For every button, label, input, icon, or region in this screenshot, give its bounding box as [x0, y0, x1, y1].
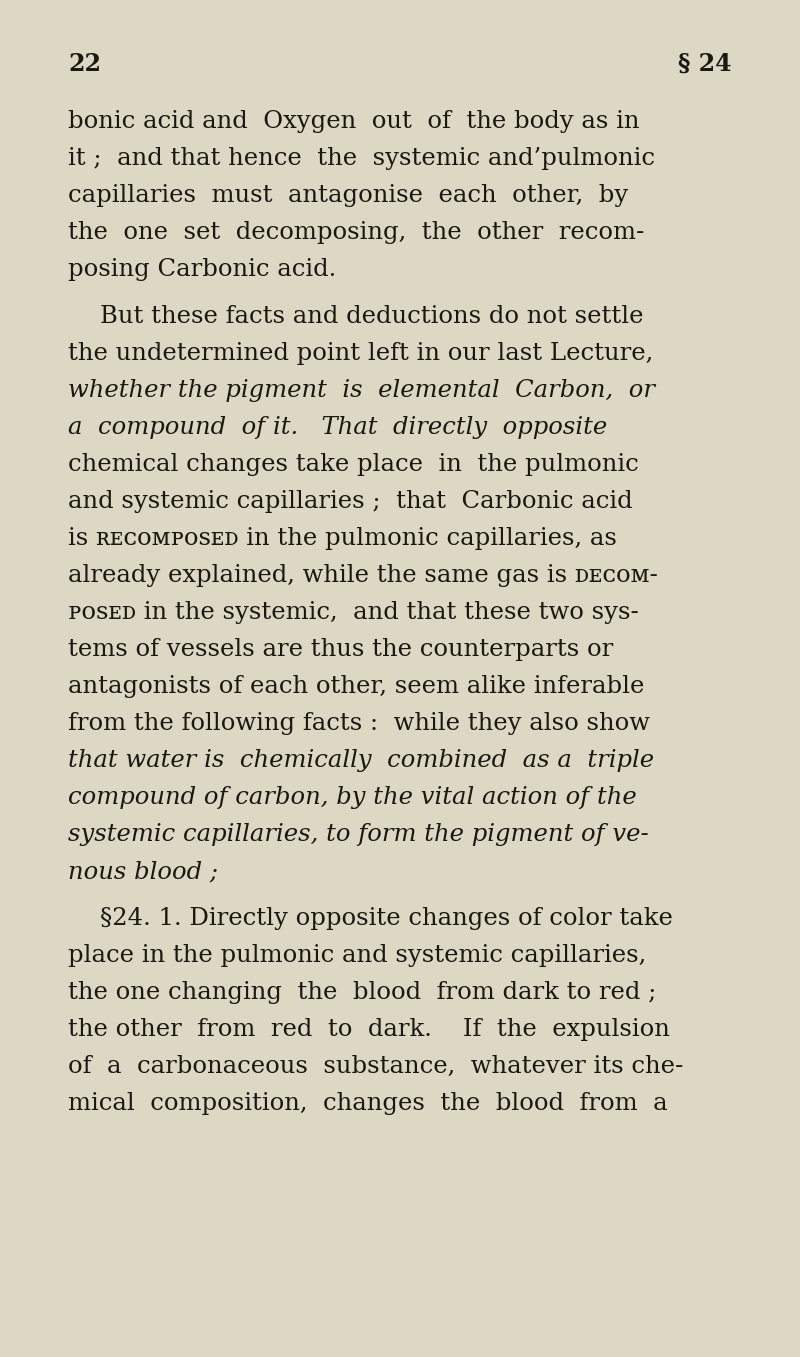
Text: 22: 22 — [68, 52, 101, 76]
Text: already explained, while the same gas is ᴅᴇᴄᴏᴍ-: already explained, while the same gas is… — [68, 565, 658, 588]
Text: the other  from  red  to  dark.    If  the  expulsion: the other from red to dark. If the expul… — [68, 1018, 670, 1041]
Text: mical  composition,  changes  the  blood  from  a: mical composition, changes the blood fro… — [68, 1092, 668, 1115]
Text: whether the pigment  is  elemental  Carbon,  or: whether the pigment is elemental Carbon,… — [68, 379, 655, 402]
Text: the  one  set  decomposing,  the  other  recom-: the one set decomposing, the other recom… — [68, 221, 644, 244]
Text: §24. 1. Directly opposite changes of color take: §24. 1. Directly opposite changes of col… — [100, 906, 673, 930]
Text: ᴘᴏѕᴇᴅ in the systemic,  and that these two sys-: ᴘᴏѕᴇᴅ in the systemic, and that these tw… — [68, 601, 639, 624]
Text: from the following facts :  while they also show: from the following facts : while they al… — [68, 712, 650, 735]
Text: place in the pulmonic and systemic capillaries,: place in the pulmonic and systemic capil… — [68, 944, 646, 968]
Text: bonic acid and  Oxygen  out  of  the body as in: bonic acid and Oxygen out of the body as… — [68, 110, 639, 133]
Text: tems of vessels are thus the counterparts or: tems of vessels are thus the counterpart… — [68, 638, 614, 661]
Text: posing Carbonic acid.: posing Carbonic acid. — [68, 258, 336, 281]
Text: capillaries  must  antagonise  each  other,  by: capillaries must antagonise each other, … — [68, 185, 628, 208]
Text: antagonists of each other, seem alike inferable: antagonists of each other, seem alike in… — [68, 674, 644, 697]
Text: chemical changes take place  in  the pulmonic: chemical changes take place in the pulmo… — [68, 453, 638, 476]
Text: of  a  carbonaceous  substance,  whatever its che-: of a carbonaceous substance, whatever it… — [68, 1054, 683, 1077]
Text: § 24: § 24 — [678, 52, 732, 76]
Text: and systemic capillaries ;  that  Carbonic acid: and systemic capillaries ; that Carbonic… — [68, 490, 633, 513]
Text: the one changing  the  blood  from dark to red ;: the one changing the blood from dark to … — [68, 981, 656, 1004]
Text: But these facts and deductions do not settle: But these facts and deductions do not se… — [100, 305, 643, 328]
Text: is ʀᴇᴄᴏᴍᴘᴏѕᴇᴅ in the pulmonic capillaries, as: is ʀᴇᴄᴏᴍᴘᴏѕᴇᴅ in the pulmonic capillarie… — [68, 527, 617, 550]
Text: it ;  and that hence  the  systemic and’pulmonic: it ; and that hence the systemic and’pul… — [68, 147, 655, 170]
Text: compound of carbon, by the vital action of the: compound of carbon, by the vital action … — [68, 786, 637, 809]
Text: nous blood ;: nous blood ; — [68, 860, 218, 883]
Text: systemic capillaries, to form the pigment of ve-: systemic capillaries, to form the pigmen… — [68, 822, 649, 845]
Text: the undetermined point left in our last Lecture,: the undetermined point left in our last … — [68, 342, 654, 365]
Text: that water is  chemically  combined  as a  triple: that water is chemically combined as a t… — [68, 749, 654, 772]
Text: a  compound  of it.   That  directly  opposite: a compound of it. That directly opposite — [68, 417, 607, 440]
